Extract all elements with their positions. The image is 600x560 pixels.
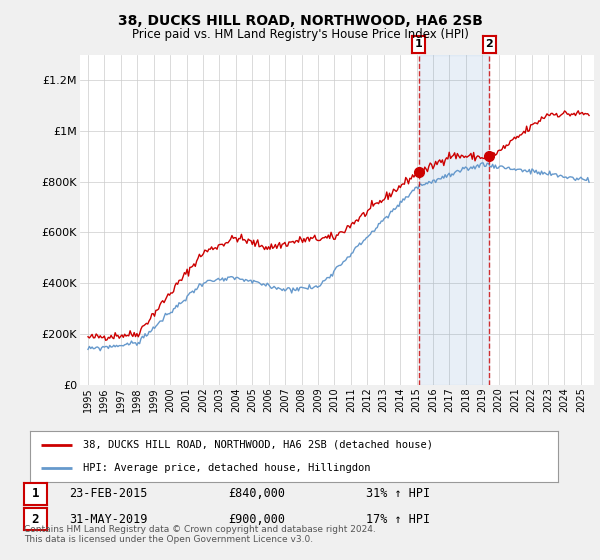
Text: 2: 2 — [485, 39, 493, 49]
Text: 1: 1 — [415, 39, 423, 49]
Text: 31% ↑ HPI: 31% ↑ HPI — [366, 487, 430, 501]
Text: 17% ↑ HPI: 17% ↑ HPI — [366, 512, 430, 526]
Text: HPI: Average price, detached house, Hillingdon: HPI: Average price, detached house, Hill… — [83, 463, 370, 473]
Text: Price paid vs. HM Land Registry's House Price Index (HPI): Price paid vs. HM Land Registry's House … — [131, 28, 469, 41]
Text: 38, DUCKS HILL ROAD, NORTHWOOD, HA6 2SB: 38, DUCKS HILL ROAD, NORTHWOOD, HA6 2SB — [118, 14, 482, 28]
Text: Contains HM Land Registry data © Crown copyright and database right 2024.
This d: Contains HM Land Registry data © Crown c… — [24, 525, 376, 544]
Text: 2: 2 — [32, 512, 39, 526]
Text: £840,000: £840,000 — [228, 487, 285, 501]
Text: 31-MAY-2019: 31-MAY-2019 — [69, 512, 148, 526]
Text: 38, DUCKS HILL ROAD, NORTHWOOD, HA6 2SB (detached house): 38, DUCKS HILL ROAD, NORTHWOOD, HA6 2SB … — [83, 440, 433, 450]
Text: 23-FEB-2015: 23-FEB-2015 — [69, 487, 148, 501]
Text: 1: 1 — [32, 487, 39, 501]
Text: £900,000: £900,000 — [228, 512, 285, 526]
Bar — [419, 55, 489, 385]
